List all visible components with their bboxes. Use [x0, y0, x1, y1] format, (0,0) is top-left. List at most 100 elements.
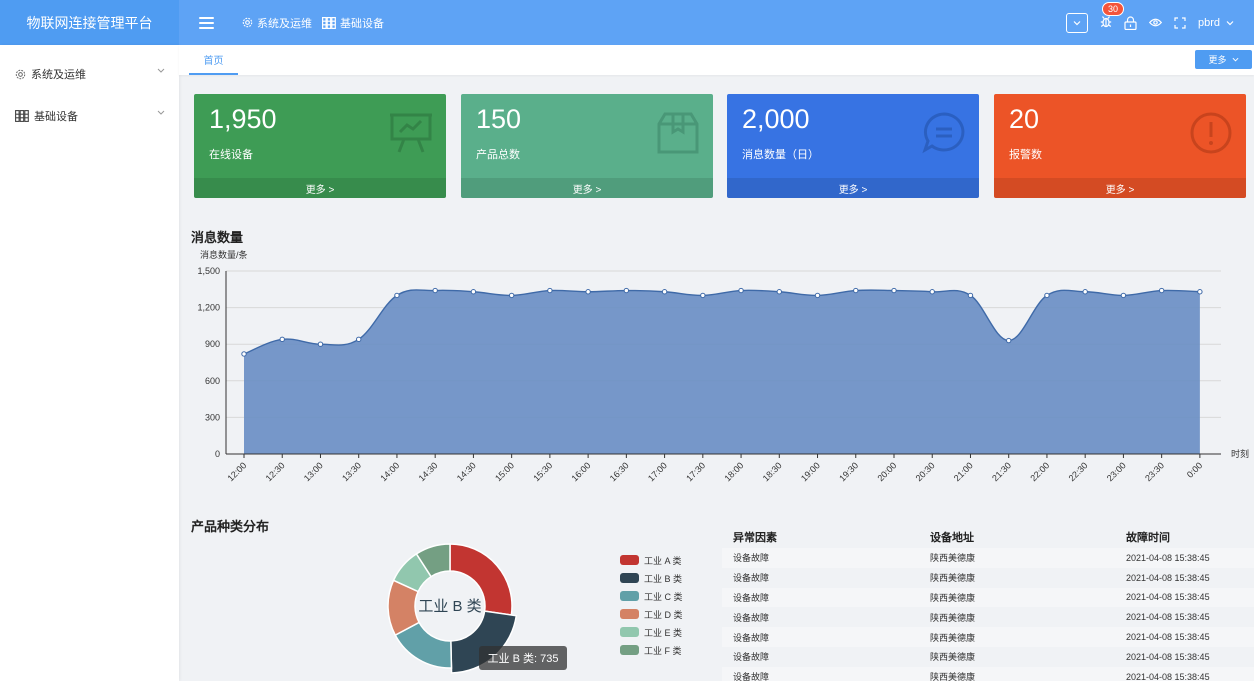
x-tick-label: 12:30 — [264, 460, 287, 483]
user-menu[interactable]: pbrd — [1198, 17, 1234, 29]
stat-card-online-devices: 1,950 在线设备 更多 > — [194, 94, 446, 198]
legend-swatch — [620, 627, 639, 637]
tab-home[interactable]: 首页 — [189, 45, 238, 75]
table-row[interactable]: 设备故障 陕西美德康 2021-04-08 15:38:45 — [722, 627, 1254, 647]
legend-swatch — [620, 591, 639, 601]
data-point — [1082, 289, 1088, 295]
data-point — [967, 292, 974, 299]
area-fill — [244, 289, 1200, 454]
table-row[interactable]: 设备故障 陕西美德康 2021-04-08 15:38:45 — [722, 568, 1254, 588]
stat-value: 1,950 — [209, 104, 277, 134]
table-row[interactable]: 设备故障 陕西美德康 2021-04-08 15:38:45 — [722, 548, 1254, 568]
stat-value: 150 — [476, 104, 522, 134]
stat-value: 20 — [1009, 104, 1040, 134]
legend-label: 工业 B 类 — [644, 573, 683, 584]
notification-button[interactable]: 30 — [1100, 1, 1124, 31]
data-point — [1158, 287, 1165, 294]
pie-slice[interactable] — [415, 543, 451, 578]
x-tick-label: 17:30 — [684, 460, 707, 483]
hamburger-menu-icon[interactable] — [199, 16, 214, 29]
stat-label: 消息数量（日） — [742, 149, 819, 161]
x-axis-label: 时刻 — [1231, 448, 1249, 459]
x-tick-label: 17:00 — [646, 460, 669, 483]
x-tick-label: 18:30 — [761, 460, 784, 483]
lock-icon[interactable] — [1124, 15, 1137, 30]
stat-more-link[interactable]: 更多 > — [194, 178, 446, 198]
stat-more-link[interactable]: 更多 > — [994, 178, 1246, 198]
chevron-down-icon — [1232, 57, 1238, 62]
table-cell: 2021-04-08 15:38:45 — [1126, 592, 1210, 603]
legend-swatch — [620, 555, 639, 565]
x-tick-label: 14:30 — [455, 460, 478, 483]
eye-icon[interactable] — [1148, 18, 1162, 27]
table-cell: 设备故障 — [733, 553, 770, 564]
legend-item[interactable]: 工业 D 类 — [620, 605, 683, 623]
legend-swatch — [620, 645, 639, 655]
x-tick-label: 19:00 — [799, 460, 822, 483]
legend-item[interactable]: 工业 C 类 — [620, 587, 683, 605]
x-tick-label: 12:00 — [225, 460, 248, 483]
y-tick-label: 900 — [205, 339, 220, 349]
data-point — [241, 351, 247, 357]
top-right-tools: 30 pbrd — [1065, 0, 1254, 45]
stat-value: 2,000 — [742, 104, 810, 134]
table-cell: 陕西美德康 — [930, 672, 976, 681]
table-header-row: 异常因素 设备地址 故障时间 — [722, 526, 1254, 548]
table-cell: 陕西美德康 — [930, 553, 976, 564]
table-row[interactable]: 设备故障 陕西美德康 2021-04-08 15:38:45 — [722, 647, 1254, 667]
top-nav-item-system[interactable]: 系统及运维 — [242, 15, 312, 31]
x-tick-label: 13:00 — [302, 460, 325, 483]
data-point — [432, 287, 438, 294]
chevron-down-icon — [1073, 20, 1081, 25]
top-nav-item-devices[interactable]: 基础设备 — [322, 15, 384, 31]
stat-label: 报警数 — [1009, 149, 1042, 161]
table-cell: 2021-04-08 15:38:45 — [1126, 651, 1210, 662]
stat-more-link[interactable]: 更多 > — [461, 178, 713, 198]
data-point — [1197, 289, 1203, 295]
legend-swatch — [620, 609, 639, 619]
app-logo-title: 物联网连接管理平台 — [0, 0, 179, 45]
legend-item[interactable]: 工业 F 类 — [620, 641, 683, 659]
legend-item[interactable]: 工业 B 类 — [620, 569, 683, 587]
sidebar-item-label: 系统及运维 — [31, 69, 86, 81]
sidebar-item-devices[interactable]: 基础设备 — [0, 95, 179, 137]
legend-label: 工业 A 类 — [644, 555, 682, 566]
x-tick-label: 0:00 — [1185, 460, 1204, 479]
table-row[interactable]: 设备故障 陕西美德康 2021-04-08 15:38:45 — [722, 607, 1254, 627]
data-point — [929, 289, 935, 295]
data-point — [279, 336, 285, 343]
chevron-down-icon — [157, 68, 165, 73]
quick-dropdown[interactable] — [1065, 12, 1088, 33]
data-point — [1044, 292, 1050, 299]
x-tick-label: 14:30 — [417, 460, 440, 483]
y-tick-label: 1,500 — [197, 266, 220, 276]
table-cell: 陕西美德康 — [930, 632, 976, 643]
top-nav-label: 基础设备 — [340, 17, 384, 30]
stat-more-link[interactable]: 更多 > — [727, 178, 979, 198]
column-header: 异常因素 — [733, 532, 777, 544]
product-donut-chart: 工业 B 类 — [387, 543, 518, 674]
pie-slice[interactable] — [450, 610, 518, 674]
legend-swatch — [620, 573, 639, 583]
table-row[interactable]: 设备故障 陕西美德康 2021-04-08 15:38:45 — [722, 666, 1254, 681]
table-cell: 2021-04-08 15:38:45 — [1126, 552, 1210, 563]
grid-icon — [15, 110, 29, 122]
presentation-chart-icon — [390, 113, 432, 153]
data-point — [738, 287, 744, 294]
pie-legend: 工业 A 类 工业 B 类 工业 C 类 工业 D 类 工业 E 类 工业 F … — [620, 551, 683, 659]
legend-label: 工业 D 类 — [644, 609, 683, 620]
fullscreen-icon[interactable] — [1174, 16, 1186, 29]
legend-item[interactable]: 工业 E 类 — [620, 623, 683, 641]
tabs-more-button[interactable]: 更多 — [1195, 50, 1252, 69]
data-point — [623, 287, 630, 294]
table-row[interactable]: 设备故障 陕西美德康 2021-04-08 15:38:45 — [722, 587, 1254, 608]
x-tick-label: 22:30 — [1067, 460, 1090, 483]
sidebar-item-system[interactable]: 系统及运维 — [0, 53, 179, 95]
x-tick-label: 14:00 — [378, 460, 401, 483]
sidebar-item-label: 基础设备 — [34, 111, 78, 123]
data-point — [508, 292, 515, 299]
data-point — [853, 287, 859, 294]
legend-item[interactable]: 工业 A 类 — [620, 551, 683, 569]
data-point — [1006, 337, 1012, 344]
x-tick-label: 15:00 — [493, 460, 516, 483]
